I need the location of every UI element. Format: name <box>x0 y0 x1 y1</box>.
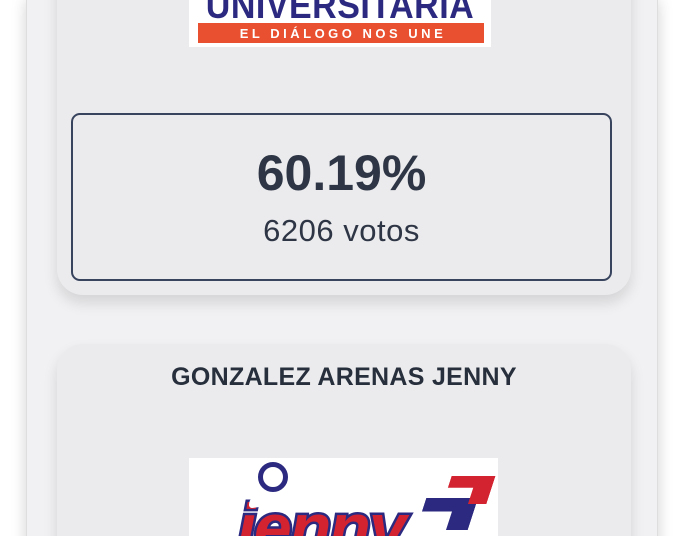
universitaria-logo-tagline: EL DIÁLOGO NOS UNE <box>239 25 447 41</box>
universitaria-logo-title: UNIVERSITARIA <box>205 0 475 27</box>
vote-count: 6206 votos <box>263 212 420 248</box>
vote-percentage: 60.19% <box>256 144 427 201</box>
results-feed[interactable]: UNIVERSITARIA EL DIÁLOGO NOS UNE 60.19% … <box>26 0 658 536</box>
candidate-card-universitaria: UNIVERSITARIA EL DIÁLOGO NOS UNE 60.19% … <box>57 0 631 295</box>
vote-result-box: 60.19% 6206 votos <box>71 113 612 281</box>
jenny-logo: jenny <box>189 458 498 536</box>
jenny-logo-ring-dot-icon <box>258 462 288 492</box>
candidate-name: GONZALEZ ARENAS JENNY <box>171 363 517 391</box>
universitaria-logo-banner: EL DIÁLOGO NOS UNE <box>198 23 484 43</box>
candidate-card-jenny: GONZALEZ ARENAS JENNY jenny <box>57 344 631 536</box>
universitaria-logo: UNIVERSITARIA EL DIÁLOGO NOS UNE <box>189 0 491 47</box>
